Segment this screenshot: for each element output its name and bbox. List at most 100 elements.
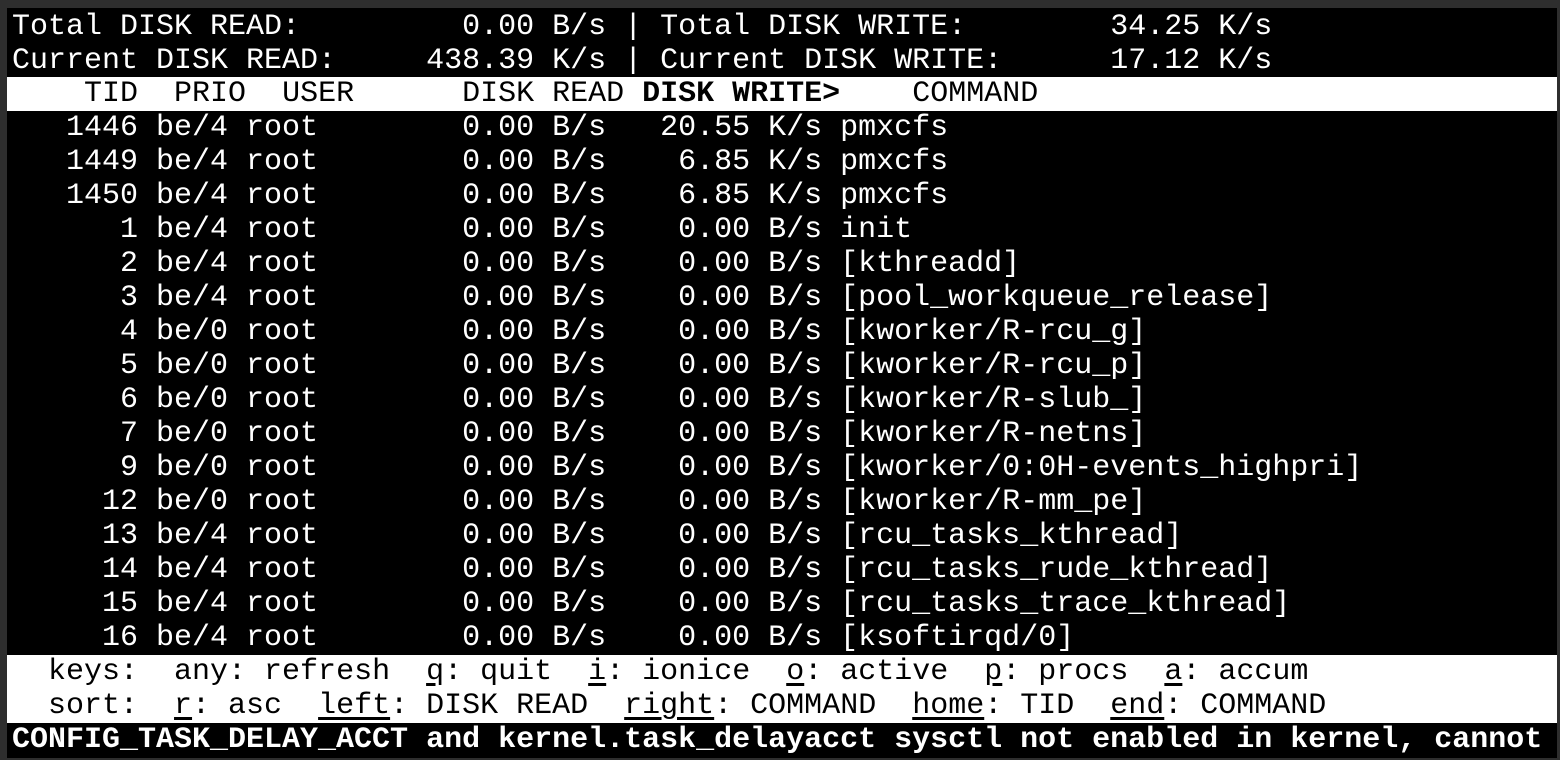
row-command: [rcu_tasks_kthread]: [822, 519, 1183, 553]
row-prio: be/0: [138, 383, 229, 417]
column-disk-write-sorted[interactable]: DISK WRITE>: [642, 77, 841, 111]
row-prio: be/0: [138, 417, 229, 451]
total-read-label: Total DISK READ:: [12, 10, 301, 44]
row-tid: 3: [12, 281, 139, 315]
keys-key-p[interactable]: p: procs: [984, 655, 1128, 689]
sort-key-end[interactable]: end: COMMAND: [1110, 689, 1326, 723]
row-prio: be/4: [138, 145, 229, 179]
total-write-label: Total DISK WRITE:: [660, 10, 967, 44]
column-prio[interactable]: PRIO: [138, 77, 247, 111]
key-action: : COMMAND: [714, 689, 877, 723]
key-name: home: [912, 689, 985, 723]
current-read-value: 438.39 K/s: [336, 44, 607, 78]
process-row[interactable]: 13 be/4 root 0.00 B/s 0.00 B/s [rcu_task…: [12, 519, 1182, 553]
column-command[interactable]: COMMAND: [840, 77, 1039, 111]
row-command: [pool_workqueue_release]: [822, 281, 1273, 315]
process-row[interactable]: 5 be/0 root 0.00 B/s 0.00 B/s [kworker/R…: [12, 349, 1146, 383]
row-disk-read: 0.00 B/s: [318, 213, 607, 247]
row-command: init: [822, 213, 913, 247]
key-action: : refresh: [228, 655, 391, 689]
process-row[interactable]: 9 be/0 root 0.00 B/s 0.00 B/s [kworker/0…: [12, 451, 1362, 485]
sort-key-home[interactable]: home: TID: [912, 689, 1074, 723]
process-row[interactable]: 4 be/0 root 0.00 B/s 0.00 B/s [kworker/R…: [12, 315, 1146, 349]
row-prio: be/4: [138, 281, 229, 315]
row-tid: 7: [12, 417, 139, 451]
column-disk-read[interactable]: DISK READ: [390, 77, 625, 111]
row-command: [kworker/0:0H-events_highpri]: [822, 451, 1363, 485]
keys-key-i[interactable]: i: ionice: [588, 655, 750, 689]
process-row[interactable]: 7 be/0 root 0.00 B/s 0.00 B/s [kworker/R…: [12, 417, 1146, 451]
row-command: [kworker/R-rcu_p]: [822, 349, 1147, 383]
row-tid: 6: [12, 383, 139, 417]
row-disk-write: 0.00 B/s: [606, 281, 823, 315]
row-prio: be/4: [138, 213, 229, 247]
process-row[interactable]: 3 be/4 root 0.00 B/s 0.00 B/s [pool_work…: [12, 281, 1272, 315]
sort-key-left[interactable]: left: DISK READ: [318, 689, 588, 723]
column-user[interactable]: USER: [246, 77, 391, 111]
row-prio: be/4: [138, 587, 229, 621]
total-write-value: 34.25 K/s: [966, 10, 1273, 44]
key-name: any: [174, 655, 229, 689]
keys-key-a[interactable]: a: accum: [1164, 655, 1308, 689]
column-tid[interactable]: TID: [12, 77, 139, 111]
row-command: [kworker/R-slub_]: [822, 383, 1147, 417]
row-disk-write: 20.55 K/s: [606, 111, 823, 145]
row-prio: be/4: [138, 519, 229, 553]
row-disk-write: 0.00 B/s: [606, 451, 823, 485]
row-disk-read: 0.00 B/s: [318, 587, 607, 621]
summary-separator: |: [606, 10, 661, 44]
row-prio: be/4: [138, 553, 229, 587]
row-tid: 12: [12, 485, 139, 519]
process-row[interactable]: 16 be/4 root 0.00 B/s 0.00 B/s [ksoftirq…: [12, 621, 1074, 655]
row-tid: 14: [12, 553, 139, 587]
row-disk-write: 0.00 B/s: [606, 587, 823, 621]
row-disk-write: 0.00 B/s: [606, 315, 823, 349]
process-row[interactable]: 6 be/0 root 0.00 B/s 0.00 B/s [kworker/R…: [12, 383, 1146, 417]
process-row[interactable]: 2 be/4 root 0.00 B/s 0.00 B/s [kthreadd]: [12, 247, 1020, 281]
row-command: [ksoftirqd/0]: [822, 621, 1075, 655]
process-row[interactable]: 15 be/4 root 0.00 B/s 0.00 B/s [rcu_task…: [12, 587, 1290, 621]
process-row[interactable]: 1446 be/4 root 0.00 B/s 20.55 K/s pmxcfs: [12, 111, 948, 145]
key-action: : active: [804, 655, 949, 689]
process-row[interactable]: 12 be/0 root 0.00 B/s 0.00 B/s [kworker/…: [12, 485, 1146, 519]
key-name: p: [984, 655, 1003, 689]
row-prio: be/4: [138, 179, 229, 213]
row-prio: be/4: [138, 111, 229, 145]
row-command: [kworker/R-rcu_g]: [822, 315, 1147, 349]
row-disk-write: 0.00 B/s: [606, 553, 823, 587]
column-header-bar: [7, 77, 1557, 111]
row-disk-read: 0.00 B/s: [318, 349, 607, 383]
row-command: [rcu_tasks_trace_kthread]: [822, 587, 1291, 621]
row-disk-write: 6.85 K/s: [606, 145, 823, 179]
row-disk-read: 0.00 B/s: [318, 417, 607, 451]
iotop-terminal[interactable]: Total DISK READ: 0.00 B/s | Total DISK W…: [7, 8, 1557, 758]
sort-key-right[interactable]: right: COMMAND: [624, 689, 876, 723]
row-command: [kworker/R-mm_pe]: [822, 485, 1147, 519]
key-action: : asc: [192, 689, 283, 723]
key-action: : DISK READ: [390, 689, 589, 723]
keys-key-q[interactable]: q: quit: [426, 655, 552, 689]
process-row[interactable]: 14 be/4 root 0.00 B/s 0.00 B/s [rcu_task…: [12, 553, 1272, 587]
row-prio: be/0: [138, 451, 229, 485]
row-disk-read: 0.00 B/s: [318, 553, 607, 587]
process-row[interactable]: 1449 be/4 root 0.00 B/s 6.85 K/s pmxcfs: [12, 145, 948, 179]
current-write-label: Current DISK WRITE:: [660, 44, 1003, 78]
row-disk-read: 0.00 B/s: [318, 383, 607, 417]
key-name: i: [588, 655, 607, 689]
row-disk-read: 0.00 B/s: [318, 145, 607, 179]
row-tid: 13: [12, 519, 139, 553]
process-row[interactable]: 1450 be/4 root 0.00 B/s 6.85 K/s pmxcfs: [12, 179, 948, 213]
summary-separator: |: [606, 44, 661, 78]
help-bar: [7, 655, 1557, 723]
sort-key-r[interactable]: r: asc: [174, 689, 282, 723]
row-user: root: [228, 417, 319, 451]
row-tid: 4: [12, 315, 139, 349]
keys-key-any[interactable]: any: refresh: [174, 655, 390, 689]
process-row[interactable]: 1 be/4 root 0.00 B/s 0.00 B/s init: [12, 213, 912, 247]
key-name: a: [1164, 655, 1183, 689]
summary-line-total: Total DISK READ: 0.00 B/s | Total DISK W…: [12, 10, 1272, 44]
row-disk-write: 0.00 B/s: [606, 247, 823, 281]
keys-key-o[interactable]: o: active: [786, 655, 948, 689]
key-name: o: [786, 655, 805, 689]
row-command: pmxcfs: [822, 179, 949, 213]
